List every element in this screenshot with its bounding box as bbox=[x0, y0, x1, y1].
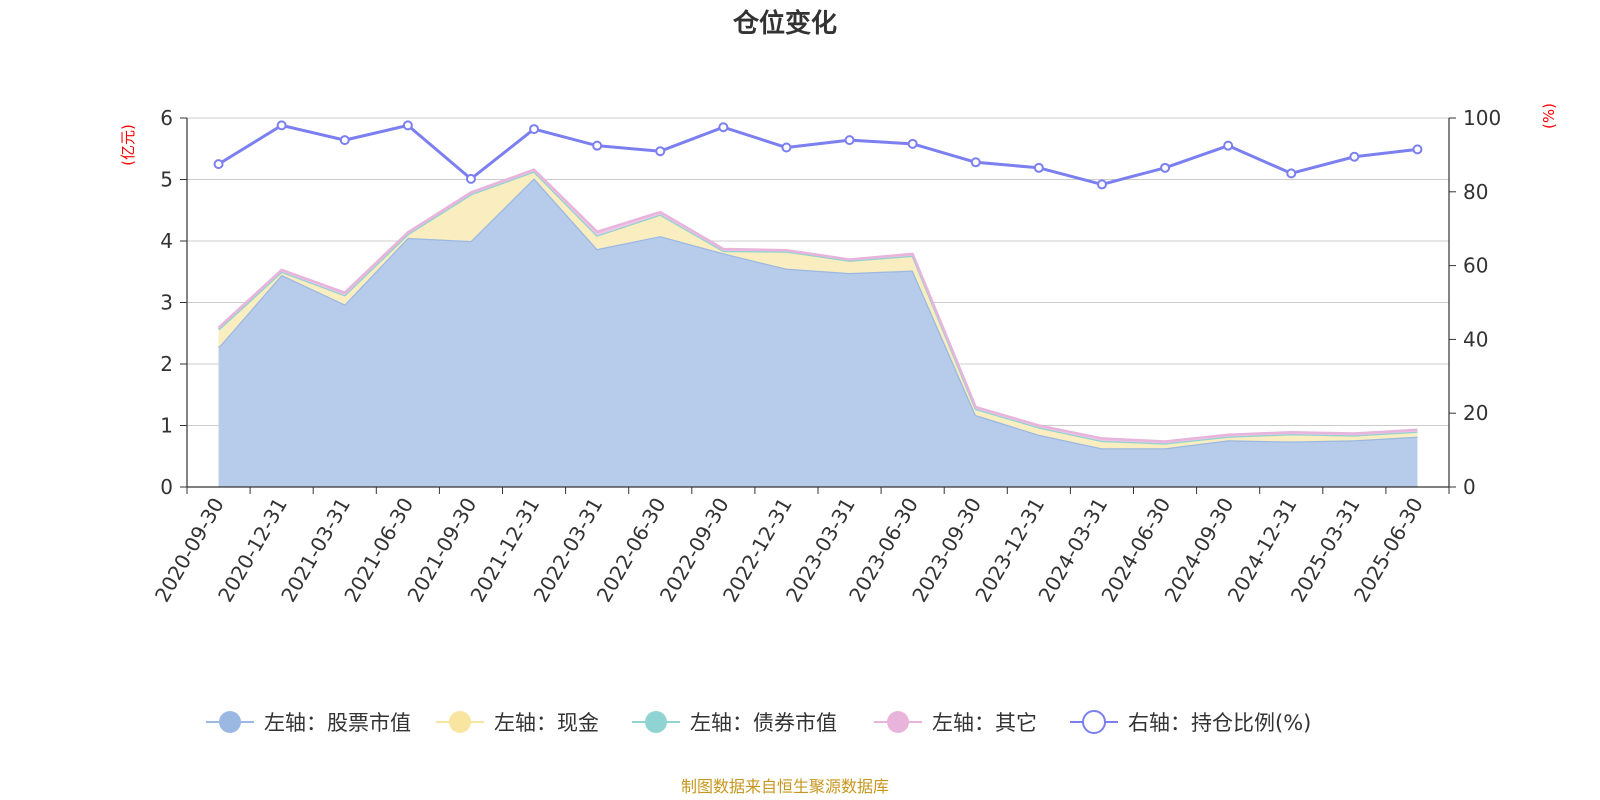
ratio-point bbox=[844, 135, 855, 146]
legend-label: 右轴：持仓比例(%) bbox=[1128, 711, 1311, 735]
area-0 bbox=[218, 178, 1418, 487]
legend-item: 左轴：债券市值 bbox=[632, 711, 837, 735]
left-axis-tick-label: 6 bbox=[160, 106, 173, 130]
legend-label: 左轴：现金 bbox=[494, 711, 599, 735]
left-axis-unit: (亿元) bbox=[119, 124, 137, 166]
left-axis-tick-label: 0 bbox=[160, 475, 173, 499]
legend-item: 左轴：股票市值 bbox=[206, 711, 411, 735]
legend-marker bbox=[219, 711, 241, 733]
line-series bbox=[213, 120, 1423, 190]
ratio-point bbox=[465, 173, 476, 184]
ratio-point bbox=[339, 135, 350, 146]
legend-marker bbox=[1082, 710, 1106, 734]
legend: 左轴：股票市值 左轴：现金 左轴：债券市值 左轴：其它 右轴：持仓比例(%) bbox=[206, 710, 1311, 735]
legend-marker bbox=[449, 711, 471, 733]
left-axis-tick-label: 2 bbox=[160, 352, 173, 376]
legend-label: 左轴：其它 bbox=[932, 711, 1037, 735]
ratio-line bbox=[217, 123, 1418, 186]
left-axis-tick-label: 4 bbox=[160, 229, 173, 253]
ratio-point bbox=[529, 124, 540, 135]
left-axis-tick-label: 3 bbox=[160, 291, 173, 315]
left-axis-tick-label: 5 bbox=[160, 168, 173, 192]
ratio-point bbox=[402, 120, 413, 131]
ratio-point bbox=[718, 122, 729, 133]
right-axis-tick-label: 100 bbox=[1463, 106, 1501, 130]
legend-marker bbox=[645, 711, 667, 733]
ratio-point bbox=[1096, 179, 1107, 190]
right-axis-tick-label: 80 bbox=[1463, 180, 1488, 204]
legend-item: 右轴：持仓比例(%) bbox=[1070, 710, 1311, 735]
ratio-point bbox=[1223, 140, 1234, 151]
left-axis-tick-label: 1 bbox=[160, 414, 173, 438]
legend-label: 左轴：债券市值 bbox=[690, 711, 837, 735]
ratio-point bbox=[907, 138, 918, 149]
ratio-point bbox=[1286, 168, 1297, 179]
right-axis-tick-label: 60 bbox=[1463, 254, 1488, 278]
ratio-point bbox=[1349, 151, 1360, 162]
right-axis-tick-label: 40 bbox=[1463, 327, 1488, 351]
ratio-point bbox=[1160, 162, 1171, 173]
area-line-3 bbox=[217, 168, 1418, 443]
area-series bbox=[217, 168, 1418, 487]
ratio-point bbox=[655, 146, 666, 157]
right-axis-tick-label: 0 bbox=[1463, 475, 1476, 499]
ratio-point bbox=[213, 159, 224, 170]
right-axis-unit: (%) bbox=[1540, 103, 1558, 129]
ratio-point bbox=[592, 140, 603, 151]
chart-title: 仓位变化 bbox=[732, 8, 837, 39]
data-source-note: 制图数据来自恒生聚源数据库 bbox=[681, 777, 889, 796]
legend-item: 左轴：现金 bbox=[436, 711, 599, 735]
right-axis-tick-label: 20 bbox=[1463, 401, 1488, 425]
ratio-point bbox=[970, 157, 981, 168]
ratio-point bbox=[1033, 162, 1044, 173]
legend-item: 左轴：其它 bbox=[874, 711, 1037, 735]
legend-marker bbox=[887, 711, 909, 733]
ratio-point bbox=[1412, 144, 1423, 155]
ratio-point bbox=[276, 120, 287, 131]
legend-label: 左轴：股票市值 bbox=[264, 711, 411, 735]
ratio-point bbox=[781, 142, 792, 153]
